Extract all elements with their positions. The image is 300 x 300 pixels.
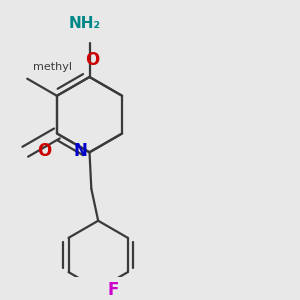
Text: O: O <box>37 142 51 160</box>
Text: NH₂: NH₂ <box>69 16 101 31</box>
Text: F: F <box>107 281 119 299</box>
Text: O: O <box>85 51 99 69</box>
Text: methyl: methyl <box>33 62 72 72</box>
Text: N: N <box>74 142 87 160</box>
